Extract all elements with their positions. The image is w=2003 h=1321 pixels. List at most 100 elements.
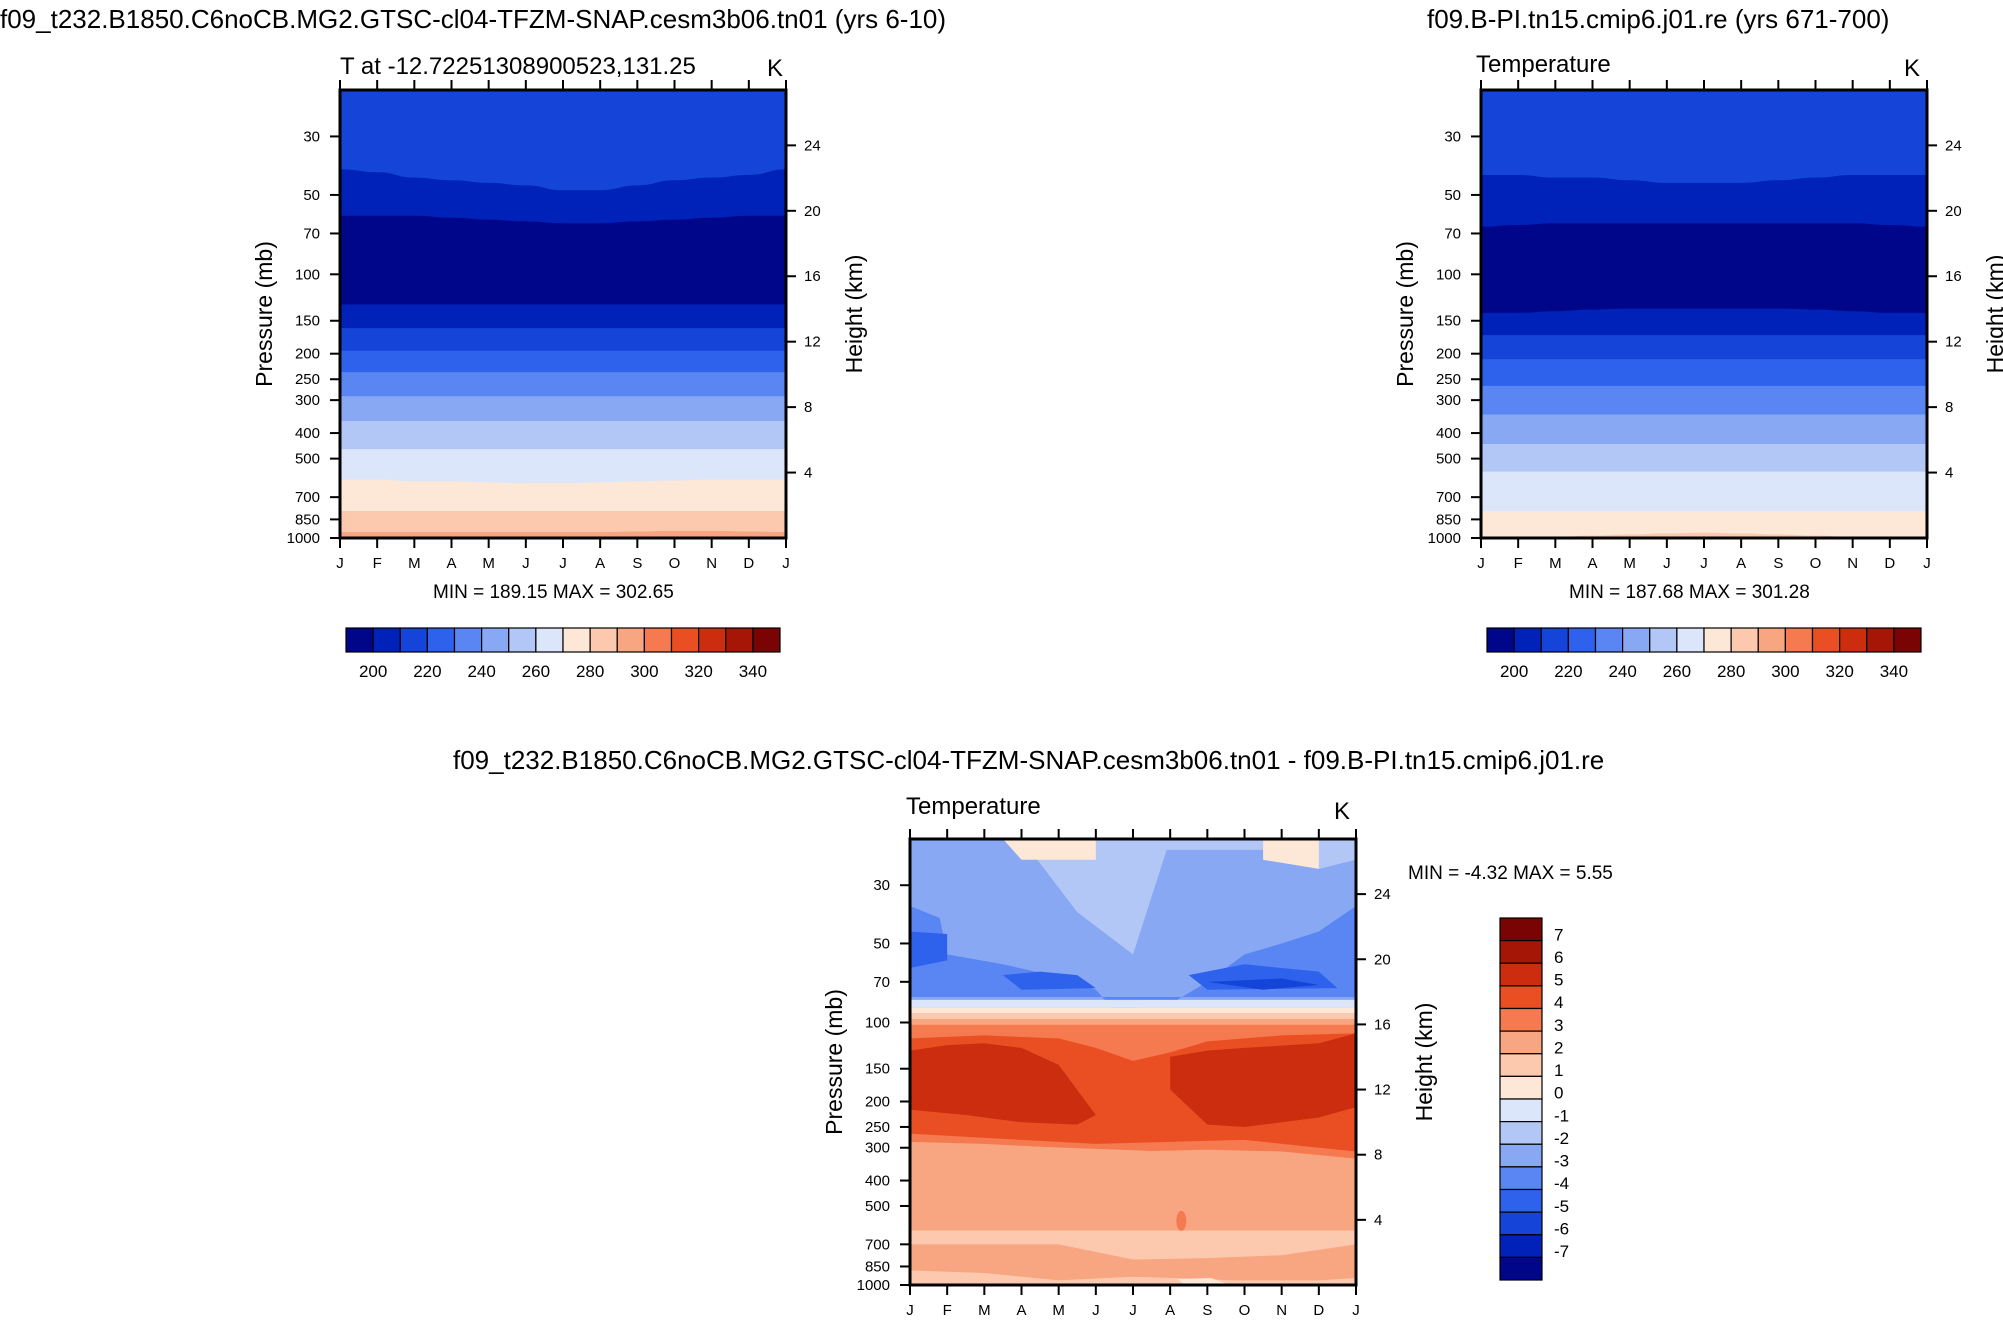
colorbar-swatch xyxy=(725,627,754,653)
colorbar-swatch xyxy=(1839,627,1868,653)
colorbar-label: 0 xyxy=(1554,1084,1563,1103)
contour-band xyxy=(910,1007,1356,1013)
contour-band xyxy=(910,931,948,968)
height-tick-label: 20 xyxy=(1945,203,1962,220)
contour-band xyxy=(1207,978,1319,990)
colorbar-swatch xyxy=(1499,1188,1543,1213)
contour-band xyxy=(910,839,1356,869)
pressure-tick-label: 100 xyxy=(295,266,320,283)
colorbar-label: 5 xyxy=(1554,971,1563,990)
month-tick-label: O xyxy=(669,555,681,572)
month-tick-label: S xyxy=(1202,1302,1212,1319)
contour-fills xyxy=(910,839,1356,1285)
month-tick-label: N xyxy=(706,555,717,572)
colorbar-swatch xyxy=(1811,627,1841,653)
panel2-case-title: f09.B-PI.tn15.cmip6.j01.re (yrs 671-700) xyxy=(1427,4,1889,34)
panel1-stats: MIN = 189.15 MAX = 302.65 xyxy=(433,582,674,603)
month-tick-label: J xyxy=(1663,555,1671,572)
contour-band xyxy=(910,1043,1096,1125)
month-tick-label: M xyxy=(408,555,421,572)
colorbar-label: 200 xyxy=(359,662,387,681)
colorbar-swatch xyxy=(1499,1211,1543,1236)
contour-band xyxy=(1176,1210,1187,1231)
contour-band xyxy=(1177,1277,1230,1285)
month-tick-label: J xyxy=(782,555,790,572)
colorbar-label: -6 xyxy=(1554,1219,1569,1238)
month-tick-label: F xyxy=(943,1302,952,1319)
colorbar-swatch xyxy=(1703,627,1732,653)
colorbar-label: 3 xyxy=(1554,1016,1563,1035)
colorbar-label: 1 xyxy=(1554,1061,1563,1080)
contour-band xyxy=(910,1019,1356,1025)
month-tick-label: A xyxy=(1587,555,1597,572)
pressure-tick-label: 70 xyxy=(303,225,320,242)
colorbar-swatch xyxy=(535,627,564,653)
colorbar-swatch xyxy=(616,627,645,653)
month-tick-label: J xyxy=(1352,1302,1360,1319)
pressure-tick-label: 30 xyxy=(303,128,320,145)
pressure-tick-label: 250 xyxy=(295,371,320,388)
colorbar-swatch xyxy=(1499,917,1543,942)
colorbar-swatch xyxy=(1730,627,1759,653)
month-tick-label: D xyxy=(743,555,754,572)
pressure-tick-label: 70 xyxy=(1444,225,1461,242)
month-tick-label: A xyxy=(446,555,456,572)
colorbar-swatch xyxy=(508,627,537,653)
colorbar-label: 7 xyxy=(1554,925,1563,944)
pressure-tick-label: 850 xyxy=(865,1258,890,1275)
panel1-subtitle: T at -12.72251308900523,131.25 xyxy=(340,53,696,80)
month-tick-label: J xyxy=(336,555,344,572)
colorbar-swatch xyxy=(399,627,428,653)
colorbar-label: -5 xyxy=(1554,1197,1569,1216)
colorbar-swatch xyxy=(1499,962,1543,987)
pressure-tick-label: 300 xyxy=(865,1140,890,1157)
pressure-tick-label: 150 xyxy=(295,313,320,330)
pressure-tick-label: 200 xyxy=(865,1094,890,1111)
colorbar-label: 200 xyxy=(1500,662,1528,681)
colorbar-swatch xyxy=(1499,1234,1543,1258)
colorbar-swatch xyxy=(1866,627,1895,653)
colorbar: 200 220 240 260 280 300 320 340 xyxy=(1486,627,1922,681)
colorbar-label: -3 xyxy=(1554,1152,1569,1171)
month-tick-label: S xyxy=(1773,555,1783,572)
pressure-tick-label: 200 xyxy=(1436,346,1461,363)
colorbar-label: 4 xyxy=(1554,993,1563,1012)
height-tick-label: 12 xyxy=(1945,334,1962,351)
pressure-tick-label: 850 xyxy=(295,511,320,528)
panel-case-2: f09.B-PI.tn15.cmip6.j01.re (yrs 671-700)… xyxy=(1392,4,2003,681)
height-tick-label: 4 xyxy=(1945,465,1953,482)
colorbar-swatch xyxy=(1499,1053,1543,1077)
panel2-units: K xyxy=(1904,55,1920,82)
contour-fills xyxy=(1481,90,1927,538)
colorbar-swatch xyxy=(453,627,483,653)
colorbar-label: -7 xyxy=(1554,1242,1569,1261)
y-axis-title: Pressure (mb) xyxy=(821,989,847,1135)
height-tick-label: 20 xyxy=(1374,951,1391,968)
colorbar: 7 6 5 4 3 2 1 0 -1 -2 -3 -4 -5 -6 -7 xyxy=(1499,917,1569,1281)
pressure-tick-label: 500 xyxy=(1436,451,1461,468)
colorbar-swatch xyxy=(1594,627,1624,653)
month-tick-label: J xyxy=(1700,555,1708,572)
colorbar-swatch xyxy=(1757,627,1786,653)
colorbar-label: 280 xyxy=(576,662,604,681)
contour-band xyxy=(1021,1267,1208,1273)
pressure-tick-label: 500 xyxy=(295,451,320,468)
colorbar-swatch xyxy=(1499,1256,1543,1281)
contour-band xyxy=(910,1012,1356,1020)
colorbar-label: 6 xyxy=(1554,948,1563,967)
pressure-tick-label: 150 xyxy=(865,1061,890,1078)
month-tick-label: J xyxy=(1477,555,1485,572)
colorbar-swatch xyxy=(1499,1075,1543,1100)
colorbar-swatch xyxy=(1649,627,1678,653)
colorbar-swatch xyxy=(1893,627,1922,653)
height-tick-label: 4 xyxy=(1374,1212,1382,1229)
contour-band xyxy=(1002,839,1096,860)
month-tick-label: A xyxy=(1165,1302,1175,1319)
colorbar-swatch xyxy=(372,627,401,653)
pressure-tick-label: 400 xyxy=(295,425,320,442)
pressure-tick-label: 100 xyxy=(865,1014,890,1031)
contour-band xyxy=(910,1024,1356,1031)
contour-band xyxy=(1090,1236,1101,1247)
y2-axis-title: Height (km) xyxy=(841,255,867,374)
colorbar-label: 2 xyxy=(1554,1038,1563,1057)
